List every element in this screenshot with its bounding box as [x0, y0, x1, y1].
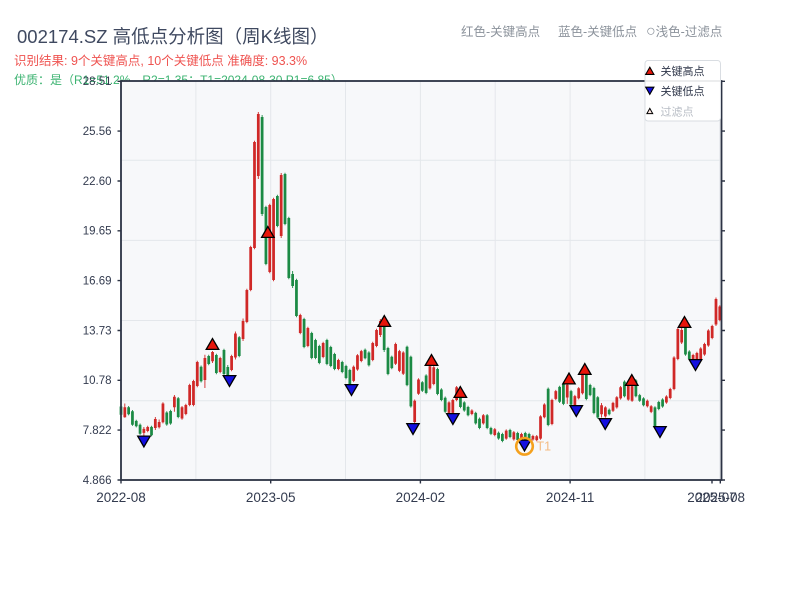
- svg-text:过滤点: 过滤点: [661, 105, 694, 118]
- svg-text:2024-02: 2024-02: [396, 490, 446, 505]
- svg-text:7.822: 7.822: [83, 425, 112, 437]
- svg-text:2025-08: 2025-08: [696, 490, 746, 505]
- svg-text:10.78: 10.78: [83, 375, 112, 387]
- svg-text:13.73: 13.73: [83, 325, 112, 337]
- svg-text:2024-11: 2024-11: [546, 490, 595, 505]
- svg-text:关键低点: 关键低点: [661, 84, 705, 98]
- svg-text:2023-05: 2023-05: [246, 490, 296, 505]
- svg-text:4.866: 4.866: [83, 475, 112, 487]
- svg-text:19.65: 19.65: [83, 226, 112, 238]
- svg-text:2025-07: 2025-07: [687, 490, 737, 505]
- svg-text:25.56: 25.56: [83, 126, 112, 138]
- svg-text:关键高点: 关键高点: [661, 64, 705, 78]
- svg-text:28.51: 28.51: [83, 76, 112, 88]
- svg-text:16.69: 16.69: [83, 275, 112, 287]
- svg-text:T1: T1: [537, 440, 552, 454]
- svg-text:2022-08: 2022-08: [96, 490, 146, 505]
- svg-text:22.60: 22.60: [83, 176, 112, 188]
